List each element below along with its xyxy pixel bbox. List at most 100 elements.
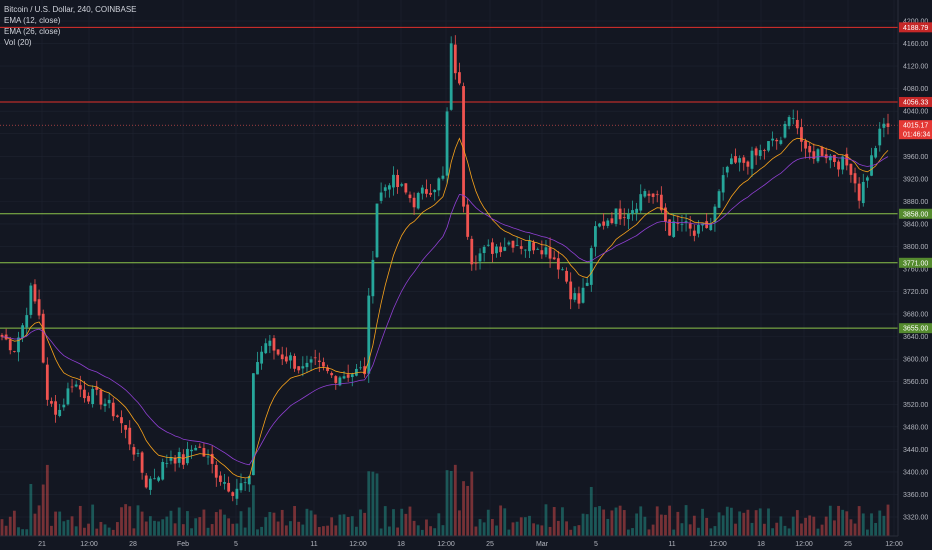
volume-bar xyxy=(408,506,412,536)
candle-body xyxy=(83,389,86,399)
volume-bar xyxy=(206,527,210,536)
time-tick-label: 5 xyxy=(594,541,598,548)
candle-body xyxy=(371,259,375,297)
volume-bar xyxy=(4,525,8,536)
candle-body xyxy=(816,149,820,162)
volume-bar xyxy=(692,515,696,536)
candle-body xyxy=(730,158,733,165)
volume-bar xyxy=(181,524,185,536)
price-tick-label: 3360.00 xyxy=(903,492,928,499)
ema-26-legend[interactable]: EMA (26, close) xyxy=(4,27,61,36)
time-axis[interactable] xyxy=(0,536,932,550)
volume-bar xyxy=(828,505,832,536)
candle-body xyxy=(676,223,680,225)
candle-body xyxy=(573,293,577,300)
volume-bar xyxy=(849,519,853,536)
volume-bar xyxy=(688,524,692,536)
candle-body xyxy=(128,427,132,445)
ema-12-legend[interactable]: EMA (12, close) xyxy=(4,16,61,25)
volume-bar xyxy=(861,513,865,536)
volume-bar xyxy=(190,528,193,536)
candle-body xyxy=(140,452,144,473)
candle-body xyxy=(639,194,643,211)
volume-bars xyxy=(0,464,890,536)
volume-bar xyxy=(532,523,535,536)
volume-bar xyxy=(392,509,395,536)
candle-body xyxy=(511,240,515,248)
candle-body xyxy=(268,340,272,346)
volume-bar xyxy=(870,513,873,536)
volume-bar xyxy=(779,516,783,536)
candle-body xyxy=(12,351,16,352)
volume-bar xyxy=(284,525,288,536)
volume-bar xyxy=(589,486,593,536)
volume-bar xyxy=(214,512,218,536)
volume-bar xyxy=(165,516,169,536)
volume-bar xyxy=(239,511,243,536)
candle-body xyxy=(783,123,787,138)
candle-body xyxy=(74,384,78,387)
volume-bar xyxy=(804,517,807,536)
volume-bar xyxy=(523,517,527,536)
volume-bar xyxy=(0,519,4,536)
candle-body xyxy=(824,154,828,159)
candle-body xyxy=(750,150,754,169)
candle-body xyxy=(886,123,890,127)
candle-body xyxy=(0,334,4,337)
candle-body xyxy=(857,183,861,201)
time-tick-label: Mar xyxy=(536,541,549,548)
level-label-bg xyxy=(899,257,932,268)
volume-bar xyxy=(730,507,733,536)
candle-body xyxy=(289,355,292,361)
symbol-title[interactable]: Bitcoin / U.S. Dollar, 240, COINBASE xyxy=(4,5,137,14)
candle-body xyxy=(379,192,383,201)
volume-bar xyxy=(83,527,86,536)
candle-body xyxy=(186,448,189,464)
candle-body xyxy=(787,117,791,127)
candle-body xyxy=(330,373,334,376)
ema-26-line xyxy=(1,156,889,466)
candle-body xyxy=(317,360,321,362)
volume-bar xyxy=(379,528,383,536)
volume-bar xyxy=(800,523,803,536)
candle-body xyxy=(581,287,585,303)
candle-body xyxy=(771,138,775,141)
volume-bar xyxy=(58,511,62,536)
volume-bar xyxy=(812,516,816,536)
candle-body xyxy=(668,219,671,236)
volume-bar xyxy=(853,523,857,536)
price-tick-label: 3800.00 xyxy=(903,244,928,251)
candle-body xyxy=(490,242,494,254)
candle-body xyxy=(169,457,173,461)
candle-body xyxy=(882,123,886,128)
volume-bar xyxy=(857,506,861,536)
volume-bar xyxy=(194,518,198,536)
volume-bar xyxy=(713,526,717,536)
volume-bar xyxy=(404,513,408,536)
volume-bar xyxy=(359,509,362,536)
volume-bar xyxy=(561,507,564,536)
candle-body xyxy=(264,343,268,354)
volume-legend[interactable]: Vol (20) xyxy=(4,38,32,47)
volume-bar xyxy=(725,506,729,536)
volume-bar xyxy=(317,527,321,536)
candle-body xyxy=(523,249,527,251)
candle-body xyxy=(136,452,140,454)
volume-bar xyxy=(886,504,890,536)
candle-body xyxy=(115,415,119,417)
candle-body xyxy=(251,373,255,476)
candle-body xyxy=(544,247,548,255)
candle-body xyxy=(383,187,387,191)
price-tick-label: 3520.00 xyxy=(903,402,928,409)
volume-bar xyxy=(256,529,259,536)
candle-body xyxy=(515,244,519,246)
volume-bar xyxy=(66,519,70,536)
last-price-label-bg xyxy=(899,120,932,140)
price-axis[interactable] xyxy=(898,0,932,536)
candle-body xyxy=(280,354,284,360)
candle-body xyxy=(453,44,457,74)
volume-bar xyxy=(103,524,107,536)
candle-body xyxy=(293,355,296,369)
time-tick-label: 25 xyxy=(486,541,494,548)
